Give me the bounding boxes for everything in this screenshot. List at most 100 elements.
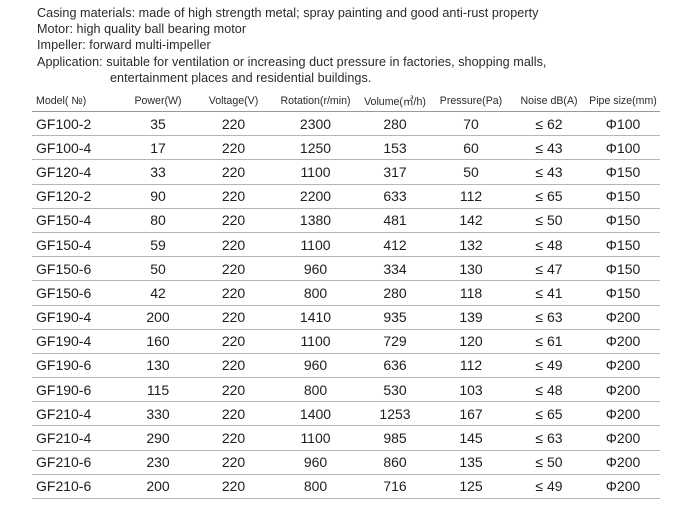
cell-power: 200 xyxy=(120,474,196,500)
cell-pipe-size: Φ200 xyxy=(586,474,660,500)
cell-power: 160 xyxy=(120,329,196,354)
spec-motor: Motor: high quality ball bearing motor xyxy=(37,22,247,37)
cell-power: 290 xyxy=(120,425,196,451)
cell-pipe-size: Φ150 xyxy=(586,208,660,233)
table-row: GF190-4 160 220 1100 729 120 ≤ 61 Φ200 xyxy=(32,329,660,354)
cell-rotation: 1250 xyxy=(271,135,360,161)
cell-pressure: 70 xyxy=(430,111,512,137)
cell-rotation: 2300 xyxy=(271,111,360,137)
cell-voltage: 220 xyxy=(196,135,271,161)
cell-rotation: 800 xyxy=(271,280,360,306)
cell-volume: 935 xyxy=(360,305,430,330)
cell-model: GF100-2 xyxy=(32,111,120,137)
cell-model: GF150-6 xyxy=(32,256,120,282)
cell-voltage: 220 xyxy=(196,280,271,306)
cell-pipe-size: Φ100 xyxy=(586,111,660,137)
cell-model: GF150-4 xyxy=(32,232,120,258)
table-row: GF190-6 130 220 960 636 112 ≤ 49 Φ200 xyxy=(32,353,660,379)
cell-pressure: 103 xyxy=(430,377,512,403)
header-pressure: Pressure(Pa) xyxy=(430,91,512,112)
cell-rotation: 800 xyxy=(271,474,360,500)
cell-rotation: 1100 xyxy=(271,425,360,451)
cell-power: 35 xyxy=(120,111,196,137)
cell-pipe-size: Φ100 xyxy=(586,135,660,161)
cell-model: GF120-2 xyxy=(32,184,120,209)
cell-noise: ≤ 50 xyxy=(512,450,586,475)
table-row: GF150-4 80 220 1380 481 142 ≤ 50 Φ150 xyxy=(32,208,660,233)
cell-rotation: 960 xyxy=(271,256,360,282)
cell-pressure: 112 xyxy=(430,353,512,379)
cell-power: 17 xyxy=(120,135,196,161)
table-row: GF100-2 35 220 2300 280 70 ≤ 62 Φ100 xyxy=(32,111,660,137)
cell-power: 90 xyxy=(120,184,196,209)
cell-volume: 716 xyxy=(360,474,430,500)
cell-voltage: 220 xyxy=(196,401,271,427)
cell-model: GF120-4 xyxy=(32,159,120,185)
cell-noise: ≤ 63 xyxy=(512,425,586,451)
cell-volume: 633 xyxy=(360,184,430,209)
header-noise: Noise dB(A) xyxy=(512,91,586,112)
cell-pipe-size: Φ150 xyxy=(586,232,660,258)
cell-voltage: 220 xyxy=(196,208,271,233)
cell-pressure: 130 xyxy=(430,256,512,282)
cell-noise: ≤ 49 xyxy=(512,353,586,379)
cell-power: 330 xyxy=(120,401,196,427)
cell-pipe-size: Φ150 xyxy=(586,184,660,209)
cell-noise: ≤ 43 xyxy=(512,135,586,161)
cell-model: GF190-6 xyxy=(32,353,120,379)
cell-voltage: 220 xyxy=(196,159,271,185)
cell-model: GF210-4 xyxy=(32,401,120,427)
table-row: GF190-4 200 220 1410 935 139 ≤ 63 Φ200 xyxy=(32,305,660,330)
cell-power: 42 xyxy=(120,280,196,306)
cell-voltage: 220 xyxy=(196,474,271,500)
cell-voltage: 220 xyxy=(196,450,271,475)
cell-rotation: 1410 xyxy=(271,305,360,330)
cell-pipe-size: Φ200 xyxy=(586,450,660,475)
cell-volume: 530 xyxy=(360,377,430,403)
cell-model: GF190-4 xyxy=(32,305,120,330)
cell-volume: 1253 xyxy=(360,401,430,427)
cell-pipe-size: Φ200 xyxy=(586,329,660,354)
cell-volume: 729 xyxy=(360,329,430,354)
table-row: GF150-6 50 220 960 334 130 ≤ 47 Φ150 xyxy=(32,256,660,282)
cell-noise: ≤ 47 xyxy=(512,256,586,282)
table-row: GF120-2 90 220 2200 633 112 ≤ 65 Φ150 xyxy=(32,184,660,209)
table-row: GF210-4 330 220 1400 1253 167 ≤ 65 Φ200 xyxy=(32,401,660,427)
fan-model-table: Model( №) Power(W) Voltage(V) Rotation(r… xyxy=(32,91,660,500)
cell-pipe-size: Φ200 xyxy=(586,401,660,427)
cell-voltage: 220 xyxy=(196,305,271,330)
cell-rotation: 1380 xyxy=(271,208,360,233)
spec-application-continued: entertainment places and residential bui… xyxy=(110,70,372,85)
cell-pressure: 145 xyxy=(430,425,512,451)
spec-impeller: Impeller: forward multi-impeller xyxy=(37,38,211,53)
cell-pressure: 125 xyxy=(430,474,512,500)
cell-model: GF150-6 xyxy=(32,280,120,306)
cell-voltage: 220 xyxy=(196,329,271,354)
cell-power: 115 xyxy=(120,377,196,403)
cell-volume: 481 xyxy=(360,208,430,233)
header-volume: Volume(㎥/h) xyxy=(360,91,430,112)
cell-noise: ≤ 62 xyxy=(512,111,586,137)
cell-power: 59 xyxy=(120,232,196,258)
table-row: GF120-4 33 220 1100 317 50 ≤ 43 Φ150 xyxy=(32,159,660,185)
cell-power: 200 xyxy=(120,305,196,330)
cell-pipe-size: Φ200 xyxy=(586,353,660,379)
cell-noise: ≤ 43 xyxy=(512,159,586,185)
cell-model: GF210-4 xyxy=(32,425,120,451)
cell-power: 230 xyxy=(120,450,196,475)
cell-voltage: 220 xyxy=(196,353,271,379)
header-model: Model( №) xyxy=(32,91,120,112)
cell-model: GF190-6 xyxy=(32,377,120,403)
cell-power: 80 xyxy=(120,208,196,233)
cell-volume: 334 xyxy=(360,256,430,282)
cell-model: GF210-6 xyxy=(32,450,120,475)
cell-pipe-size: Φ200 xyxy=(586,425,660,451)
table-row: GF150-4 59 220 1100 412 132 ≤ 48 Φ150 xyxy=(32,232,660,258)
cell-model: GF100-4 xyxy=(32,135,120,161)
cell-noise: ≤ 49 xyxy=(512,474,586,500)
cell-rotation: 1100 xyxy=(271,232,360,258)
cell-pipe-size: Φ200 xyxy=(586,305,660,330)
cell-rotation: 800 xyxy=(271,377,360,403)
cell-pressure: 142 xyxy=(430,208,512,233)
cell-voltage: 220 xyxy=(196,184,271,209)
